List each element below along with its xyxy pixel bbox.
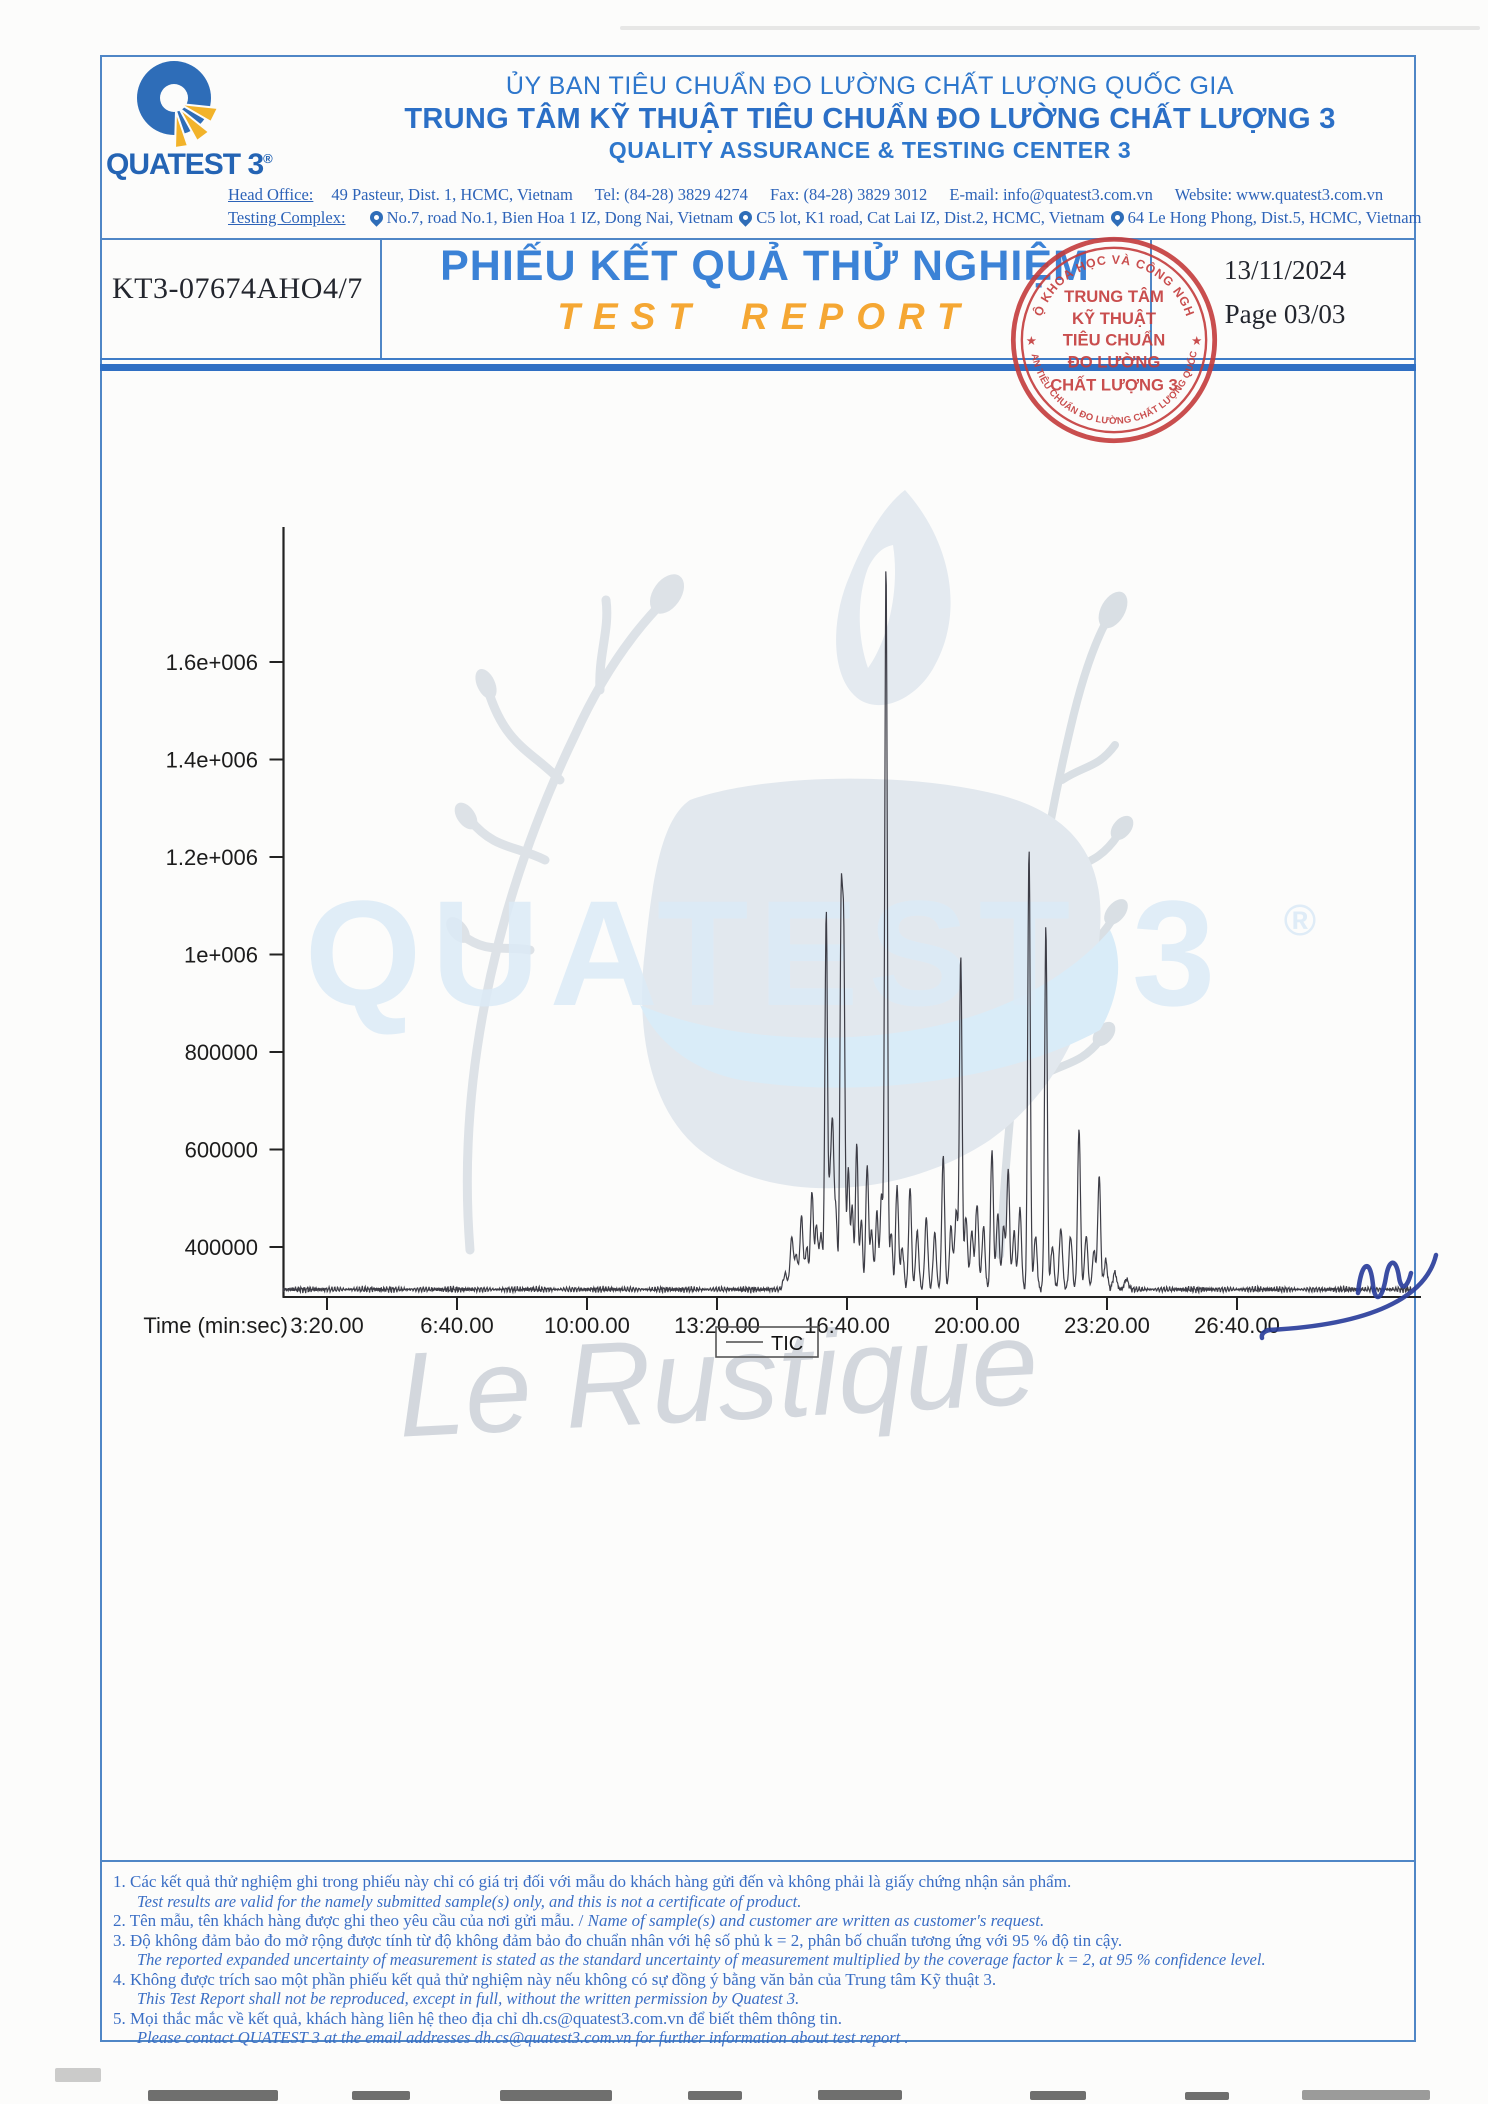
stamp-star-left-icon: ★ (1026, 334, 1037, 348)
scan-artifact (55, 2068, 101, 2082)
scan-artifact (148, 2090, 278, 2101)
head-office-label: Head Office: (228, 185, 314, 204)
title-underline-thick (100, 364, 1416, 371)
scan-artifact (352, 2091, 410, 2100)
y-axis-tick-label: 800000 (185, 1040, 258, 1065)
x-axis-tick-label: 20:00.00 (934, 1313, 1020, 1338)
quatest-logo-icon (137, 61, 220, 150)
footnote-line: Test results are valid for the namely su… (137, 1891, 802, 1911)
stamp-center-line4: ĐO LƯỜNG (1068, 353, 1161, 372)
title-underline-thin (100, 358, 1416, 360)
fax-number: Fax: (84-28) 3829 3012 (770, 185, 928, 204)
tic-trace-line (282, 571, 1412, 1295)
watermark-registered-mark: ® (1284, 896, 1316, 945)
stamp-center-line1: TRUNG TÂM (1064, 287, 1164, 306)
scan-artifact (500, 2090, 612, 2101)
scan-artifact (620, 26, 1480, 30)
footer-notes: 1. Các kết quả thử nghiệm ghi trong phiế… (113, 1872, 1408, 2048)
notes-divider (100, 1860, 1416, 1862)
y-axis-tick-label: 400000 (185, 1235, 258, 1260)
report-date: 13/11/2024 (1223, 255, 1346, 285)
y-axis-tick-label: 600000 (185, 1138, 258, 1163)
x-axis-tick-label: 23:20.00 (1064, 1313, 1150, 1338)
footnote-line: 3. Độ không đảm bảo đo mở rộng được tính… (113, 1930, 1123, 1950)
page-border (100, 55, 1416, 2042)
date-page-cell: 13/11/2024 Page 03/03 (1160, 248, 1410, 336)
footnote-line: Please contact QUATEST 3 at the email ad… (137, 2028, 909, 2047)
footnote-line: The reported expanded uncertainty of mea… (137, 1950, 1266, 1969)
testing-site-address: C5 lot, K1 road, Cat Lai IZ, Dist.2, HCM… (756, 208, 1105, 227)
y-axis-tick-label: 1e+006 (184, 943, 258, 968)
head-office-address: 49 Pasteur, Dist. 1, HCMC, Vietnam (331, 185, 573, 204)
footnote-line: 4. Không được trích sao một phần phiếu k… (113, 1969, 997, 1989)
report-number: KT3-07674AHO4/7 (112, 272, 363, 305)
footnote-line: 2. Tên mẫu, tên khách hàng được ghi theo… (113, 1911, 1045, 1930)
stamp-center-line2: KỸ THUẬT (1072, 308, 1156, 328)
report-title-vietnamese: PHIẾU KẾT QUẢ THỬ NGHIỆM (440, 242, 1090, 290)
title-cell-divider-left (380, 240, 382, 360)
watermark-brand-text: QUATEST 3 (305, 869, 1226, 1037)
scan-artifact (1302, 2090, 1430, 2100)
logo-brand-label: QUATEST 3 (106, 148, 264, 181)
org-name-line2: TRUNG TÂM KỸ THUẬT TIÊU CHUẨN ĐO LƯỜNG C… (404, 103, 1336, 135)
page-indicator: Page 03/03 (1224, 299, 1346, 329)
footnote-line: 5. Mọi thắc mắc về kết quả, khách hàng l… (113, 2008, 842, 2028)
title-cell-divider-right (1150, 240, 1152, 360)
x-axis-tick-label: 3:20.00 (290, 1313, 363, 1338)
y-axis-tick-label: 1.4e+006 (166, 748, 258, 773)
scan-artifact (688, 2091, 742, 2100)
x-axis-tick-label: 16:40.00 (804, 1313, 890, 1338)
testing-site-address: No.7, road No.1, Bien Hoa 1 IZ, Dong Nai… (386, 208, 734, 227)
testing-site-address: 64 Le Hong Phong, Dist.5, HCMC, Vietnam (1127, 208, 1422, 227)
y-axis-tick-label: 1.6e+006 (166, 650, 258, 675)
report-title-english: TEST REPORT (557, 296, 973, 337)
testing-complex-label: Testing Complex: (228, 208, 346, 227)
org-name-line1: ỦY BAN TIÊU CHUẨN ĐO LƯỜNG CHẤT LƯỢNG QU… (505, 72, 1235, 100)
legend-label: TIC (771, 1333, 803, 1355)
footnote-line: 1. Các kết quả thử nghiệm ghi trong phiế… (113, 1872, 1072, 1891)
x-axis-tick-label: 10:00.00 (544, 1313, 630, 1338)
watermark-script-text: Le Rustique (395, 1295, 1042, 1462)
scan-artifact (1030, 2091, 1086, 2100)
stamp-star-right-icon: ★ (1191, 334, 1202, 348)
x-axis-tick-label: 6:40.00 (420, 1313, 493, 1338)
x-axis-title: Time (min:sec) (143, 1313, 288, 1338)
scan-artifact (818, 2090, 902, 2100)
stamp-center-line3: TIÊU CHUẨN (1063, 331, 1165, 350)
org-name-line3: QUALITY ASSURANCE & TESTING CENTER 3 (608, 137, 1132, 163)
stamp-center-line5: CHẤT LƯỢNG 3 (1050, 375, 1178, 394)
official-red-stamp: BỘ KHOA HỌC VÀ CÔNG NGHỆ ỦY BAN TIÊU CHU… (1000, 226, 1218, 444)
phone-number: Tel: (84-28) 3829 4274 (594, 185, 748, 204)
email-address: E-mail: info@quatest3.com.vn (949, 185, 1153, 204)
registered-mark: ® (263, 151, 273, 166)
x-axis-tick-label: 13:20.00 (674, 1313, 760, 1338)
logo-wordmark: QUATEST 3® (106, 148, 306, 182)
y-axis-tick-label: 1.2e+006 (166, 845, 258, 870)
website-url: Website: www.quatest3.com.vn (1174, 185, 1384, 204)
scan-artifact (1185, 2092, 1229, 2100)
signature-ink (1259, 1252, 1439, 1341)
legend-box (715, 1326, 819, 1358)
testing-complex-line: Testing Complex: No.7, road No.1, Bien H… (228, 208, 1421, 228)
footnote-line: This Test Report shall not be reproduced… (137, 1989, 800, 2008)
header-divider (100, 238, 1416, 240)
head-office-line: Head Office: 49 Pasteur, Dist. 1, HCMC, V… (228, 185, 1413, 205)
